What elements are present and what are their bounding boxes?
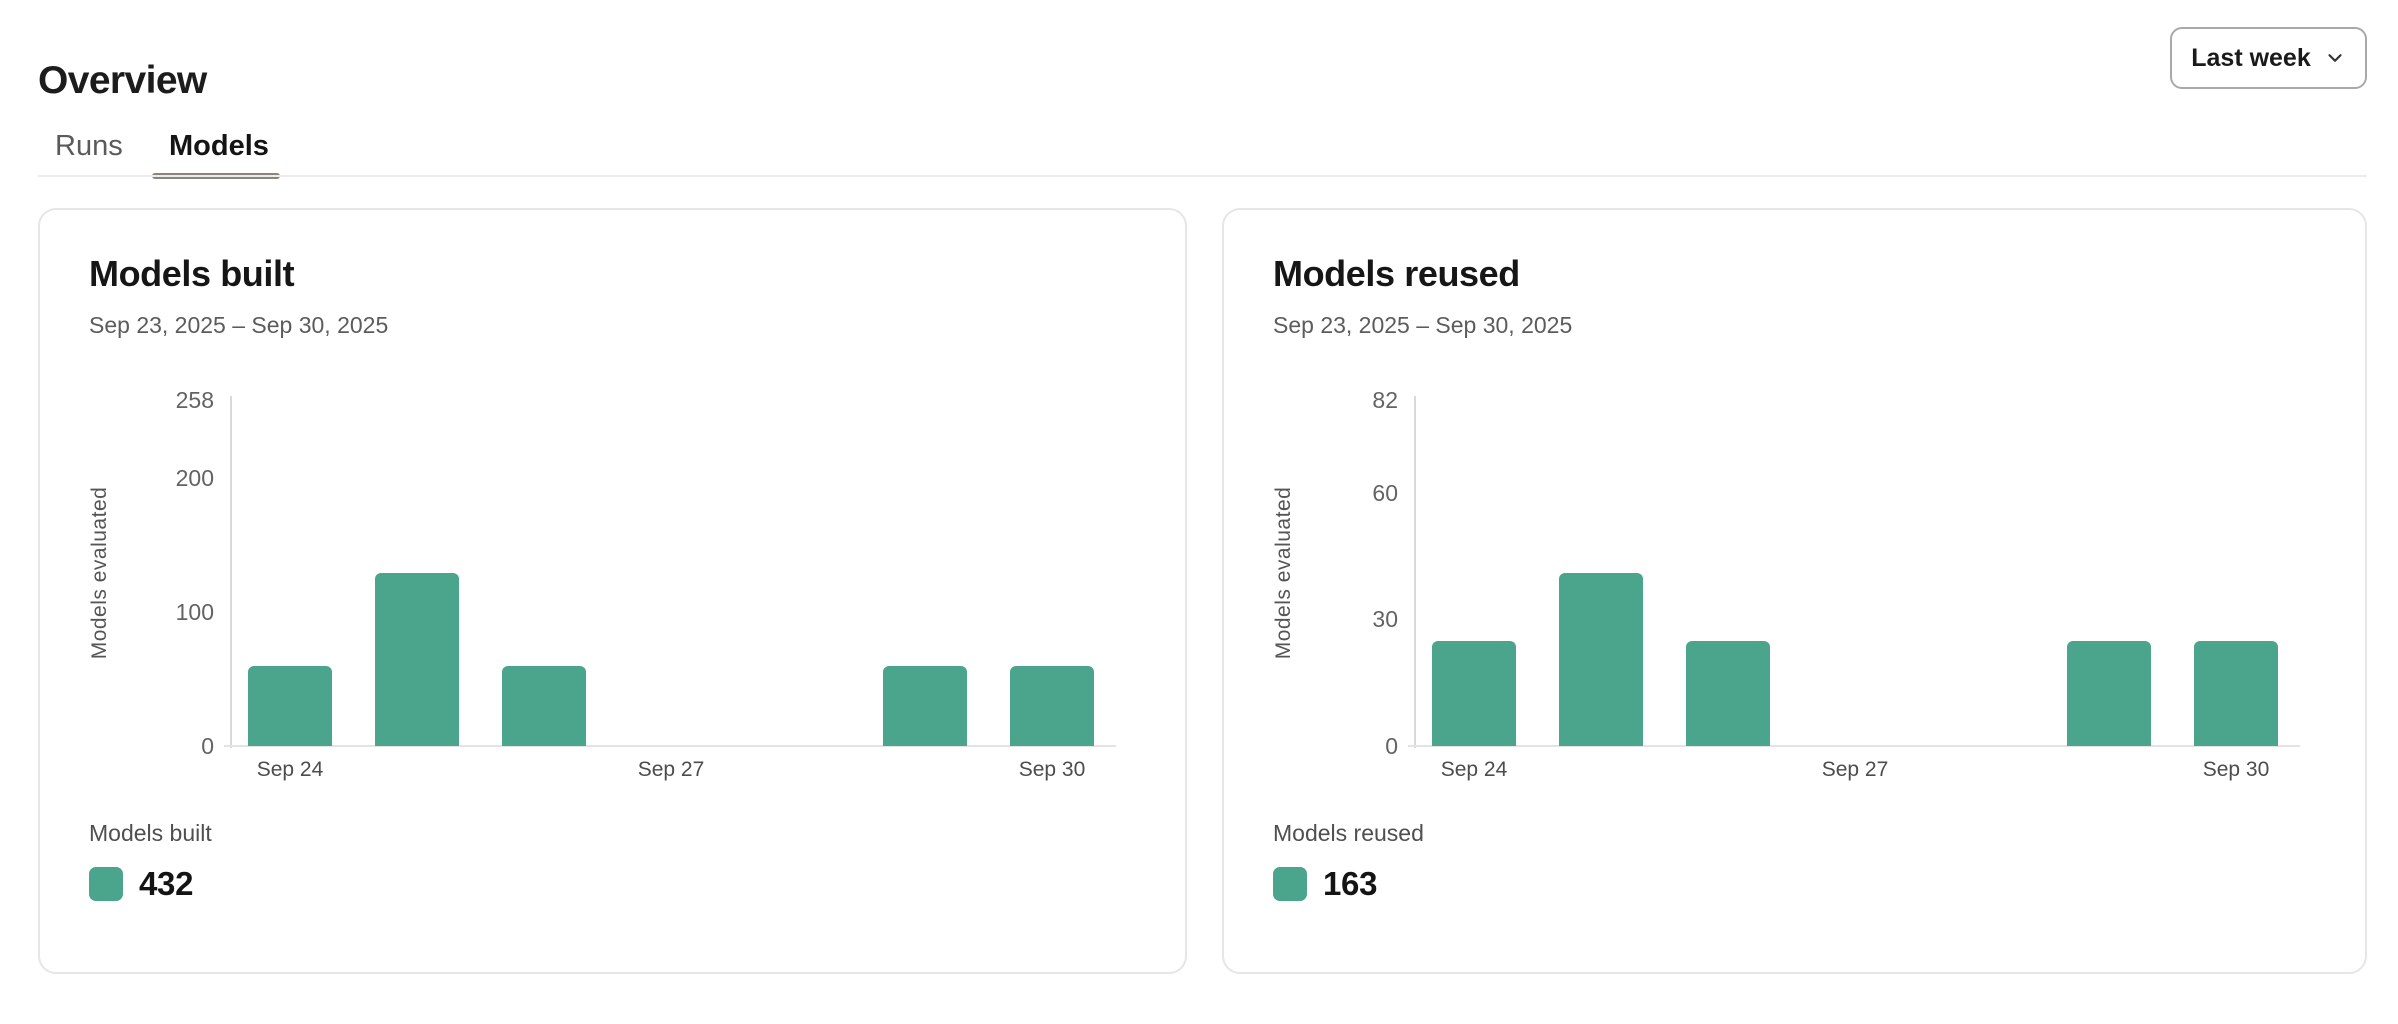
x-axis-tick-label: Sep 27 [1821, 758, 1889, 781]
card-date-range: Sep 23, 2025 – Sep 30, 2025 [1273, 312, 1573, 338]
tab-models[interactable]: Models [169, 130, 269, 162]
bar-sep-25 [375, 573, 459, 746]
y-axis-label: Models evaluated [1272, 486, 1295, 660]
y-axis-tick-label: 30 [1372, 606, 1398, 633]
x-axis-tick-label: Sep 24 [1440, 758, 1508, 781]
x-axis-line [1408, 745, 2300, 747]
y-axis-line [1414, 396, 1416, 748]
legend-label: Models built [89, 820, 212, 846]
models-reused-card: Models reused Sep 23, 2025 – Sep 30, 202… [1222, 208, 2367, 974]
card-title: Models reused [1273, 253, 1520, 294]
y-axis-tick-label: 200 [175, 464, 214, 491]
x-axis-tick-label: Sep 30 [2202, 758, 2270, 781]
y-axis-tick-label: 82 [1372, 387, 1398, 413]
tabs-divider [38, 175, 2367, 177]
legend-row: 432 [89, 865, 193, 903]
bar-sep-29 [883, 665, 967, 746]
bar-sep-30 [1010, 665, 1094, 746]
y-axis-label: Models evaluated [88, 486, 111, 660]
y-axis-tick-label: 60 [1372, 479, 1398, 506]
models-reused-chart: Models evaluated 0 30 60 82 Sep 24 Sep 27 Sep 3… [1272, 380, 2320, 810]
date-range-dropdown-label: Last week [2191, 43, 2311, 72]
x-axis-tick-label: Sep 27 [637, 758, 705, 781]
chevron-down-icon [2328, 54, 2342, 62]
x-axis-tick-label: Sep 30 [1018, 758, 1086, 781]
bar-sep-26 [502, 665, 586, 746]
page-title: Overview [38, 59, 207, 103]
legend-swatch [1273, 867, 1307, 901]
date-range-dropdown[interactable]: Last week [2170, 27, 2367, 89]
legend-label: Models reused [1273, 820, 1424, 846]
x-axis-tick-label: Sep 24 [256, 758, 324, 781]
models-built-chart: Models evaluated 0 100 200 258 Sep 24 Sep 27 Se… [88, 380, 1136, 810]
legend-row: 163 [1273, 865, 1377, 903]
bar-sep-24 [1432, 640, 1516, 746]
y-axis-tick-label: 258 [175, 387, 214, 413]
y-axis-tick-label: 100 [175, 598, 214, 625]
bar-sep-25 [1559, 573, 1643, 746]
legend-value: 163 [1323, 865, 1378, 902]
models-built-card: Models built Sep 23, 2025 – Sep 30, 2025… [38, 208, 1187, 974]
tab-runs[interactable]: Runs [55, 130, 123, 162]
bar-sep-30 [2194, 640, 2278, 746]
bar-sep-29 [2067, 640, 2151, 746]
bar-sep-26 [1686, 640, 1770, 746]
card-date-range: Sep 23, 2025 – Sep 30, 2025 [89, 312, 389, 338]
bar-sep-24 [248, 665, 332, 746]
y-axis-tick-label: 0 [201, 733, 214, 759]
legend-value: 432 [139, 865, 194, 902]
y-axis-line [230, 396, 232, 748]
y-axis-tick-label: 0 [1385, 733, 1398, 759]
card-title: Models built [89, 253, 295, 294]
x-axis-line [224, 745, 1116, 747]
legend-swatch [89, 867, 123, 901]
